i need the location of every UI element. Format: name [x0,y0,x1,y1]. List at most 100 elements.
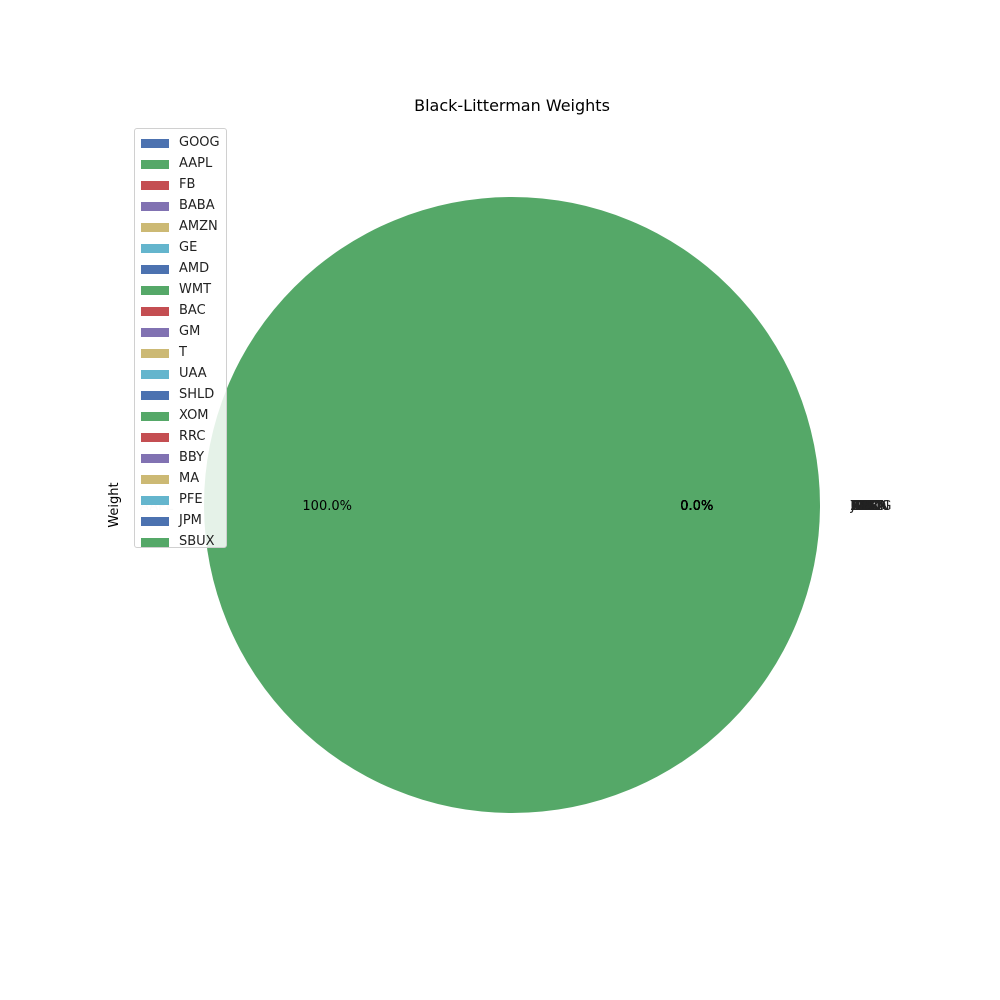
slice-percent-uaa: 0.0% [680,499,713,514]
pie-slices [204,197,820,813]
slice-percent-xom: 0.0% [680,499,713,514]
legend-label: FB [179,177,196,192]
legend-label: AMD [179,261,210,276]
legend-swatch [141,538,169,547]
legend-label: BAC [179,303,206,318]
slice-percent-aapl: 100.0% [302,499,352,514]
legend-swatch [141,391,169,400]
slice-label-goog: GOOG [851,499,892,514]
legend-item-bac: BAC [135,301,226,322]
slice-percent-jpm: 0.0% [680,499,713,514]
pie-slice-aapl [204,197,820,813]
legend-label: UAA [179,366,207,381]
slice-label-ge: GE [851,499,869,514]
slice-percent-sbux: 0.0% [680,499,713,514]
legend-swatch [141,517,169,526]
slice-percent-bac: 0.0% [680,499,713,514]
legend-swatch [141,433,169,442]
legend-item-baba: BABA [135,196,226,217]
slice-label-sbux: SBUX [851,499,887,514]
slice-percent-gm: 0.0% [680,499,713,514]
slice-percent-rrc: 0.0% [680,499,713,514]
legend-label: GM [179,324,201,339]
legend: GOOG AAPL FB BABA AMZN GE AMD WMT BAC GM T UAA SHLD X… [134,128,227,549]
legend-swatch [141,286,169,295]
legend-label: GE [179,240,198,255]
slice-percent-ge: 0.0% [680,499,713,514]
slice-percent-baba: 0.0% [680,499,713,514]
y-axis-label: Weight [107,482,122,527]
legend-label: AAPL [179,156,213,171]
legend-item-amd: AMD [135,259,226,280]
slice-label-fb: FB [851,499,867,514]
legend-item-fb: FB [135,175,226,196]
legend-item-aapl: AAPL [135,154,226,175]
legend-swatch [141,328,169,337]
legend-label: XOM [179,408,209,423]
legend-label: T [179,345,187,360]
slice-label-amzn: AMZN [851,499,890,514]
legend-swatch [141,349,169,358]
legend-item-wmt: WMT [135,280,226,301]
legend-swatch [141,223,169,232]
legend-item-t: T [135,343,226,364]
slice-percent-shld: 0.0% [680,499,713,514]
slice-percent-t: 0.0% [680,499,713,514]
legend-swatch [141,202,169,211]
slice-label-xom: XOM [851,499,881,514]
legend-label: SBUX [179,534,215,549]
slice-label-pfe: PFE [851,499,875,514]
slice-label-bac: BAC [851,499,878,514]
legend-swatch [141,139,169,148]
slice-percent-amzn: 0.0% [680,499,713,514]
legend-swatch [141,496,169,505]
slice-label-rrc: RRC [851,499,878,514]
legend-label: MA [179,471,200,486]
legend-label: GOOG [179,135,220,150]
legend-item-xom: XOM [135,406,226,427]
legend-item-gm: GM [135,322,226,343]
slice-percent-pfe: 0.0% [680,499,713,514]
legend-label: RRC [179,429,206,444]
legend-swatch [141,265,169,274]
slice-percent-fb: 0.0% [680,499,713,514]
slice-percent-amd: 0.0% [680,499,713,514]
legend-swatch [141,160,169,169]
legend-item-amzn: AMZN [135,217,226,238]
legend-swatch [141,412,169,421]
legend-label: BABA [179,198,215,213]
legend-label: JPM [179,513,202,528]
legend-swatch [141,307,169,316]
slice-percent-goog: 0.0% [680,499,713,514]
legend-item-pfe: PFE [135,490,226,511]
legend-item-ma: MA [135,469,226,490]
slice-label-bby: BBY [851,499,876,514]
legend-swatch [141,475,169,484]
legend-label: BBY [179,450,205,465]
slice-label-baba: BABA [851,499,887,514]
legend-swatch [141,454,169,463]
slice-label-shld: SHLD [851,499,886,514]
slice-percent-ma: 0.0% [680,499,713,514]
legend-label: PFE [179,492,203,507]
legend-swatch [141,244,169,253]
pie-slice-labels: GOOG0.0%AAPL100.0%FB0.0%BABA0.0%AMZN0.0%… [140,499,891,514]
legend-swatch [141,181,169,190]
legend-label: SHLD [179,387,215,402]
legend-item-shld: SHLD [135,385,226,406]
slice-label-uaa: UAA [851,499,879,514]
slice-percent-bby: 0.0% [680,499,713,514]
legend-item-ge: GE [135,238,226,259]
legend-item-goog: GOOG [135,133,226,154]
legend-label: AMZN [179,219,218,234]
chart-title: Black-Litterman Weights [414,96,610,115]
legend-swatch [141,370,169,379]
slice-percent-wmt: 0.0% [680,499,713,514]
slice-label-t: T [850,499,859,514]
legend-item-jpm: JPM [135,511,226,532]
slice-label-amd: AMD [851,499,881,514]
legend-item-sbux: SBUX [135,532,226,553]
slice-label-jpm: JPM [850,499,874,514]
slice-label-wmt: WMT [851,499,883,514]
